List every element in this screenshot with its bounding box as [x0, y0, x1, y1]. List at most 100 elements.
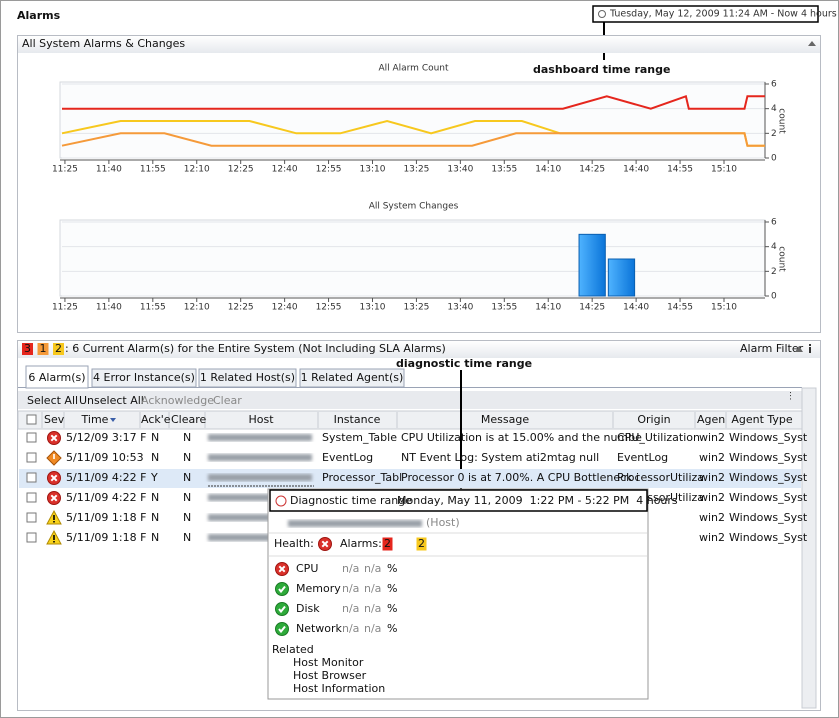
column-header[interactable]: Agen — [697, 413, 725, 426]
time-range[interactable]: Tuesday, May 12, 2009 11:24 AM - Now 4 h… — [609, 9, 837, 20]
table-cell[interactable]: N — [183, 451, 191, 464]
table-cell[interactable]: Windows_Syst — [729, 491, 808, 504]
x-tick-label: 15:10 — [711, 165, 737, 175]
page-title: Alarms — [17, 9, 61, 22]
tab-label[interactable]: 1 Related Agent(s) — [301, 371, 404, 384]
x-tick-label: 11:55 — [140, 303, 166, 313]
count-badge — [22, 343, 33, 355]
column-header[interactable]: Agent Type — [731, 413, 793, 426]
column-header[interactable]: Time — [81, 413, 109, 426]
checkbox[interactable] — [26, 432, 37, 443]
toolbar-button[interactable]: Unselect All — [79, 394, 144, 407]
column-header[interactable]: Message — [481, 413, 529, 426]
host-redacted — [208, 534, 312, 541]
table-cell[interactable]: 5/12/09 3:17 F — [66, 431, 146, 444]
checkbox[interactable] — [26, 532, 37, 543]
scrollbar[interactable] — [801, 387, 817, 709]
table-cell[interactable]: N — [183, 471, 191, 484]
table-cell[interactable]: EventLog — [617, 451, 668, 464]
table-cell[interactable]: 5/11/09 10:53 — [66, 451, 144, 464]
table-cell[interactable]: Windows_Syst — [729, 531, 808, 544]
count-badge-label: 3 — [24, 342, 31, 355]
collapse-caret[interactable] — [808, 41, 816, 46]
tab-label[interactable]: 4 Error Instance(s) — [93, 371, 195, 384]
table-cell[interactable]: Windows_Syst — [729, 451, 808, 464]
collapse-caret[interactable] — [795, 346, 803, 352]
alarm-filter[interactable]: Alarm Filter — [740, 342, 804, 355]
checkbox[interactable] — [26, 472, 37, 483]
table-cell[interactable]: CPU_Utilization — [617, 431, 700, 444]
info-icon[interactable] — [809, 344, 811, 346]
toolbar-button[interactable]: Select All — [27, 394, 78, 407]
table-cell[interactable]: Windows_Syst — [729, 431, 808, 444]
toolbar-button[interactable]: Acknowledge — [141, 394, 214, 407]
x-tick-label: 12:25 — [228, 165, 254, 175]
tab[interactable] — [198, 368, 297, 388]
column-header[interactable]: Cleare — [171, 413, 207, 426]
table-cell[interactable]: Y — [150, 471, 158, 484]
table-cell[interactable]: N — [151, 431, 159, 444]
metric-unit: % — [387, 602, 397, 615]
checkbox[interactable] — [26, 414, 37, 425]
popup-title-box — [269, 489, 648, 512]
table-cell[interactable]: 5/11/09 4:22 F — [66, 471, 146, 484]
table-cell[interactable]: Processor 0 is at 7.00%. A CPU Bottlenec… — [401, 471, 639, 484]
count-badge-label: 2 — [418, 537, 425, 550]
checkbox[interactable] — [26, 512, 37, 523]
table-cell[interactable]: win2 — [699, 471, 725, 484]
table-cell[interactable]: N — [151, 491, 159, 504]
table-cell[interactable]: ProcessorUtiliza — [617, 471, 704, 484]
x-tick-label: 13:40 — [447, 303, 473, 313]
table-cell[interactable]: N — [151, 511, 159, 524]
table-cell[interactable]: win2 — [699, 431, 725, 444]
table-cell[interactable]: win2 — [699, 531, 725, 544]
popup-link[interactable]: Host Browser — [293, 669, 367, 682]
tab-label[interactable]: 6 Alarm(s) — [28, 371, 85, 384]
table-cell[interactable]: 5/11/09 1:18 F — [66, 531, 146, 544]
tab[interactable] — [91, 368, 197, 388]
table-cell[interactable]: EventLog — [322, 451, 373, 464]
toolbar-button[interactable]: Clear — [213, 394, 242, 407]
column-header[interactable]: Ack'e — [141, 413, 171, 426]
table-cell[interactable]: win2 — [699, 451, 725, 464]
table-cell[interactable]: win2 — [699, 511, 725, 524]
metric-value: n/a — [364, 562, 381, 575]
x-tick-label: 12:10 — [184, 303, 210, 313]
bar — [578, 233, 606, 297]
time-range-box[interactable] — [592, 5, 819, 23]
column-header[interactable]: Host — [248, 413, 274, 426]
metric-unit: % — [387, 622, 397, 635]
table-cell[interactable]: 5/11/09 1:18 F — [66, 511, 146, 524]
x-tick-label: 13:25 — [403, 303, 429, 313]
popup-link[interactable]: Host Monitor — [293, 656, 364, 669]
table-cell[interactable]: NT Event Log: System ati2mtag null — [401, 451, 599, 464]
table-cell[interactable]: N — [183, 491, 191, 504]
checkbox[interactable] — [26, 452, 37, 463]
tab[interactable] — [299, 368, 405, 388]
table-cell[interactable]: N — [151, 531, 159, 544]
table-cell[interactable]: Processor_Tabl — [322, 471, 402, 484]
column-chooser[interactable]: ⋮ — [786, 392, 795, 402]
table-cell[interactable]: Windows_Syst — [729, 471, 808, 484]
popup-link[interactable]: Host Information — [293, 682, 385, 695]
table-cell[interactable]: Windows_Syst — [729, 511, 808, 524]
table-cell[interactable]: N — [151, 451, 159, 464]
tab[interactable] — [25, 365, 89, 389]
table-cell[interactable]: N — [183, 531, 191, 544]
host-redacted — [208, 434, 312, 441]
checkbox[interactable] — [26, 492, 37, 503]
info-icon[interactable] — [809, 347, 811, 353]
x-tick-label: 12:55 — [316, 303, 342, 313]
column-header[interactable]: Sev — [44, 413, 65, 426]
column-header[interactable]: Origin — [637, 413, 670, 426]
table-cell[interactable]: System_Table — [322, 431, 397, 444]
table-cell[interactable]: win2 — [699, 491, 725, 504]
column-header[interactable]: Instance — [334, 413, 381, 426]
table-cell[interactable]: CPU Utilization is at 15.00% and the num… — [401, 431, 642, 444]
tab-label[interactable]: 1 Related Host(s) — [200, 371, 295, 384]
x-tick-label: 12:40 — [272, 165, 298, 175]
table-cell[interactable]: N — [183, 431, 191, 444]
table-cell[interactable]: N — [183, 511, 191, 524]
table-cell[interactable]: 5/11/09 4:22 F — [66, 491, 146, 504]
